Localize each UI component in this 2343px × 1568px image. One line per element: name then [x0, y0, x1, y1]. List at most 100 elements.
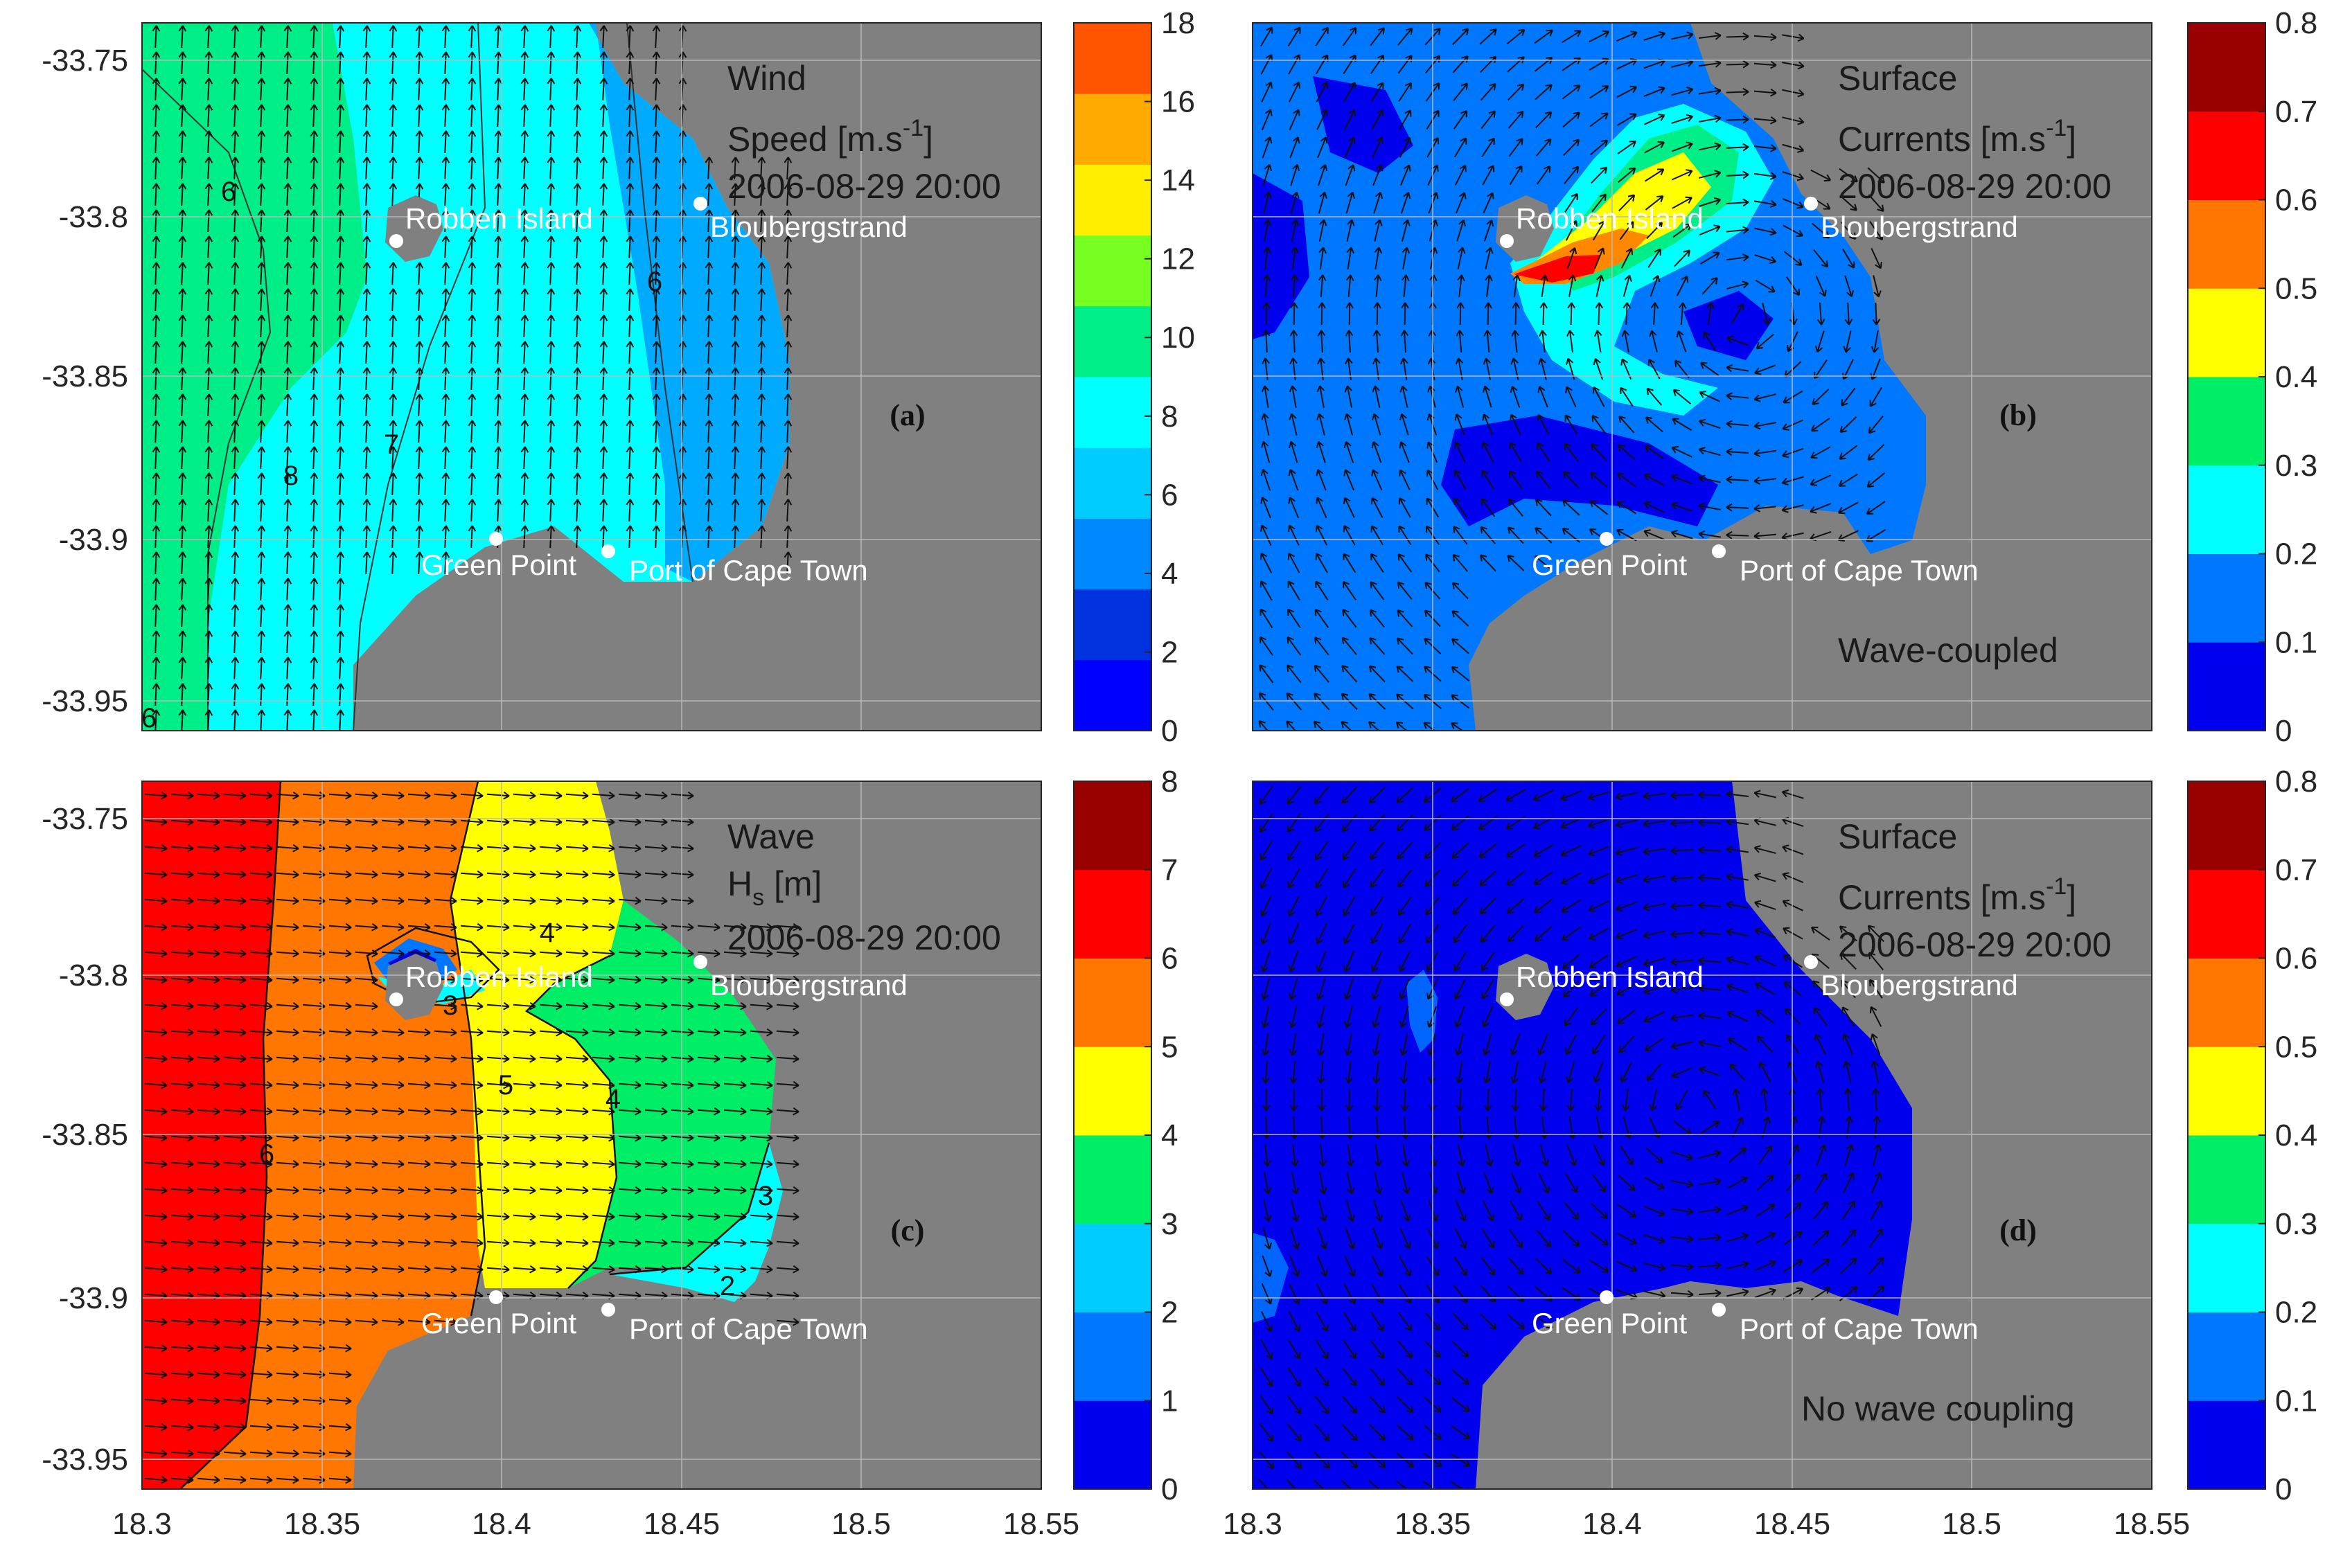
- vector-arrow: [671, 793, 694, 797]
- vector-arrow-head: [1615, 792, 1623, 801]
- vector-arrow-head: [1452, 907, 1460, 916]
- vector-arrow-head: [1459, 1214, 1467, 1222]
- vector-arrow: [1871, 1172, 1882, 1194]
- vector-arrow: [1451, 1341, 1469, 1357]
- vector-arrow-head: [178, 420, 187, 427]
- vector-arrow-head: [573, 341, 582, 348]
- vector-arrow: [1374, 1144, 1380, 1166]
- vector-arrow-head: [1741, 1204, 1749, 1213]
- vector-arrow: [1535, 499, 1552, 517]
- vector-arrow: [144, 1030, 168, 1034]
- vector-arrow-head: [1646, 387, 1654, 395]
- vector-arrow: [1483, 1172, 1493, 1194]
- vector-arrow: [1819, 1088, 1823, 1112]
- vector-arrow-head: [371, 1054, 378, 1063]
- vector-arrow-head: [1573, 112, 1580, 119]
- vector-arrow: [1867, 444, 1885, 461]
- vector-arrow-head: [345, 1475, 352, 1484]
- vector-arrow-head: [784, 157, 793, 163]
- vector-arrow: [1288, 868, 1300, 889]
- vector-arrow-head: [1265, 81, 1273, 89]
- vector-arrow: [181, 604, 184, 627]
- vector-arrow-head: [1489, 1322, 1497, 1330]
- vector-arrow: [233, 367, 236, 391]
- vector-arrow: [602, 525, 605, 549]
- vector-arrow-head: [731, 157, 740, 163]
- vector-arrow-head: [204, 578, 213, 585]
- vector-arrow-head: [362, 157, 371, 163]
- vector-arrow: [197, 1161, 220, 1166]
- vector-arrow-head: [187, 791, 194, 800]
- vector-arrow: [181, 367, 184, 391]
- vector-arrow-head: [1671, 501, 1679, 510]
- wind-band-low: [589, 23, 790, 582]
- vector-arrow-head: [178, 525, 187, 532]
- vector-arrow: [1317, 164, 1327, 186]
- vector-arrow: [1399, 497, 1411, 518]
- vector-arrow: [1620, 248, 1633, 269]
- vector-arrow: [276, 1477, 299, 1481]
- vector-arrow: [181, 578, 184, 601]
- vector-arrow-head: [283, 393, 292, 400]
- place-bloubergstrand: Bloubergstrand: [1821, 211, 2018, 243]
- vector-arrow-head: [1487, 137, 1495, 145]
- vector-arrow: [233, 709, 236, 731]
- vector-arrow-head: [1375, 1242, 1383, 1249]
- vector-arrow-head: [204, 157, 213, 163]
- vector-arrow: [592, 1188, 615, 1192]
- vector-arrow: [181, 183, 184, 206]
- vector-arrow-head: [345, 1423, 352, 1432]
- current-arrows: [1258, 26, 1886, 731]
- vector-arrow-head: [1314, 609, 1322, 616]
- vector-arrow: [1562, 926, 1581, 941]
- vector-arrow: [355, 925, 378, 929]
- vector-arrow: [486, 1240, 510, 1245]
- vector-arrow: [302, 1004, 326, 1008]
- vector-arrow: [260, 183, 263, 206]
- vector-arrow: [1343, 109, 1356, 130]
- colorbar-tick-label: 0.7: [2275, 853, 2317, 887]
- vector-arrow: [1700, 1121, 1719, 1134]
- vector-arrow: [618, 925, 642, 929]
- vector-arrow-head: [292, 1080, 299, 1089]
- vector-arrow: [565, 951, 589, 955]
- vector-arrow-head: [362, 393, 371, 400]
- vector-arrow-head: [292, 1475, 299, 1484]
- vector-arrow: [1453, 498, 1467, 517]
- vector-arrow: [407, 793, 431, 797]
- vector-arrow: [1344, 950, 1355, 972]
- vector-arrow-head: [793, 1001, 799, 1010]
- vector-arrow: [1783, 1259, 1803, 1273]
- vector-arrow-head: [1742, 198, 1749, 207]
- vector-arrow-head: [1317, 1105, 1326, 1112]
- vector-arrow-head: [415, 130, 424, 137]
- vector-arrow-head: [529, 923, 536, 932]
- x-tick-label: 18.3: [112, 1507, 172, 1541]
- vector-arrow: [723, 1030, 747, 1034]
- vector-arrow-head: [1372, 1049, 1381, 1056]
- vector-arrow: [170, 1267, 194, 1271]
- vector-arrow-head: [283, 288, 292, 295]
- vector-arrow: [1290, 1227, 1298, 1249]
- vector-arrow: [1625, 302, 1628, 326]
- vector-arrow-head: [766, 1028, 773, 1037]
- vector-arrow: [260, 683, 263, 706]
- vector-arrow-head: [336, 235, 345, 242]
- vector-arrow: [170, 872, 194, 876]
- vector-arrow-head: [178, 130, 187, 137]
- vector-arrow-head: [1265, 1324, 1273, 1333]
- vector-arrow-head: [1564, 443, 1571, 450]
- vector-arrow: [1264, 220, 1269, 242]
- vector-arrow-head: [1767, 1175, 1774, 1182]
- vector-arrow-head: [283, 183, 292, 190]
- vector-arrow: [1376, 1088, 1379, 1112]
- vector-arrow: [1782, 171, 1804, 179]
- vector-arrow-head: [1266, 1461, 1275, 1470]
- vector-arrow-head: [336, 604, 345, 611]
- colorbar-tick-label: 0.1: [2275, 625, 2317, 659]
- vector-arrow-head: [1314, 825, 1322, 832]
- vector-arrow-head: [1259, 636, 1267, 644]
- vector-arrow: [1563, 471, 1580, 489]
- vector-arrow: [302, 1293, 326, 1297]
- vector-arrow: [1754, 422, 1776, 427]
